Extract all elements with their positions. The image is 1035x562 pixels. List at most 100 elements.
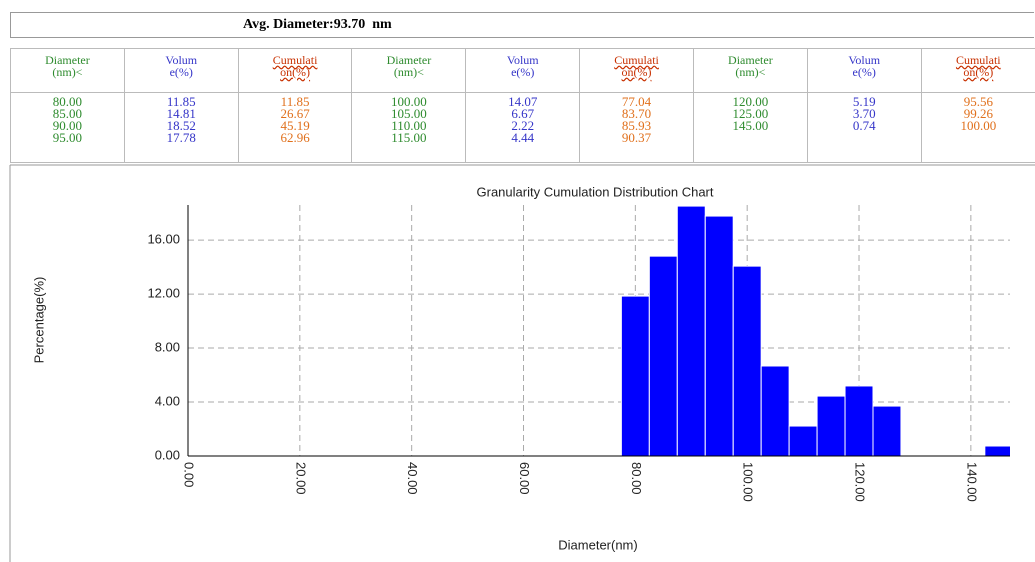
header-cell: Cumulati on(%) xyxy=(237,48,352,93)
header-text: Volum xyxy=(506,53,539,67)
cell-value: 80.00 xyxy=(52,94,83,109)
bar xyxy=(704,215,734,457)
header-text: on(%) xyxy=(963,65,994,79)
header-text: e(%) xyxy=(169,65,193,79)
data-cell: 77.04 83.70 85.93 90.37 xyxy=(579,92,694,163)
bars xyxy=(620,205,1010,457)
cell-value: 85.93 xyxy=(621,118,652,133)
cell-value: 0.74 xyxy=(852,118,876,133)
bar xyxy=(732,265,762,457)
data-cell: 11.85 14.81 18.52 17.78 xyxy=(123,92,239,163)
bar xyxy=(872,405,902,457)
header-text: e(%) xyxy=(511,65,535,79)
cell-value: 26.67 xyxy=(280,106,310,121)
x-tick-label: 100.00 xyxy=(741,462,756,502)
data-cell: 5.19 3.70 0.74 xyxy=(806,92,922,163)
cell-value: 6.67 xyxy=(511,106,535,121)
cell-value: 115.00 xyxy=(391,130,427,145)
header-text: e(%) xyxy=(852,65,876,79)
cell-value: 83.70 xyxy=(621,106,652,121)
cell-value: 99.26 xyxy=(963,106,993,121)
chart-title: Granularity Cumulation Distribution Char… xyxy=(477,184,714,199)
cell-value: 95.56 xyxy=(963,94,993,109)
y-tick-label: 12.00 xyxy=(147,286,180,301)
header-text: on(%) xyxy=(621,65,652,79)
x-axis-label: Diameter(nm) xyxy=(558,537,637,552)
header-text: Cumulati xyxy=(272,53,318,67)
cell-value: 105.00 xyxy=(391,106,427,121)
header-text: (nm)< xyxy=(393,65,424,79)
cell-value: 14.81 xyxy=(166,106,196,121)
bar xyxy=(816,395,846,457)
y-tick-label: 0.00 xyxy=(155,447,180,462)
bar xyxy=(648,255,678,457)
cell-value: 120.00 xyxy=(732,94,769,109)
cell-value: 145.00 xyxy=(732,118,769,133)
bar xyxy=(984,445,1010,457)
data-cell: 14.07 6.67 2.22 4.44 xyxy=(465,92,580,163)
summary-bar: Avg. Diameter:93.70 nm xyxy=(10,12,1034,38)
cell-value: 100.00 xyxy=(960,118,997,133)
data-cell: 100.00 105.00 110.00 115.00 xyxy=(351,92,466,163)
x-tick-label: 40.00 xyxy=(405,462,420,495)
x-tick-label: 60.00 xyxy=(517,462,532,495)
cell-value: 11.85 xyxy=(280,94,310,109)
cell-value: 90.37 xyxy=(621,130,652,145)
x-tick-label: 80.00 xyxy=(629,462,644,495)
header-text: Diameter xyxy=(728,53,773,67)
y-tick-label: 4.00 xyxy=(155,393,180,408)
bar xyxy=(620,295,650,457)
header-text: Cumulati xyxy=(614,53,659,67)
cell-value: 18.52 xyxy=(166,118,196,133)
cell-value: 5.19 xyxy=(852,94,876,109)
cell-value: 14.07 xyxy=(508,94,538,109)
cell-value: 62.96 xyxy=(280,130,310,145)
header-text: on(%) xyxy=(280,65,311,79)
header-text: Volum xyxy=(165,53,198,67)
summary-title: Avg. Diameter:93.70 nm xyxy=(243,17,392,32)
header-cell: Volum e(%) xyxy=(123,48,239,93)
data-cell: 80.00 85.00 90.00 95.00 xyxy=(10,92,125,163)
data-row: 80.00 85.00 90.00 95.00 11.85 14.81 18.52 17.78… xyxy=(10,92,1035,163)
header-text: (nm)< xyxy=(735,65,766,79)
bar xyxy=(676,205,706,457)
x-tick-label: 120.00 xyxy=(853,462,868,502)
cell-value: 125.00 xyxy=(732,106,769,121)
cell-value: 45.19 xyxy=(280,118,310,133)
header-cell: Volum e(%) xyxy=(806,48,922,93)
header-text: Volum xyxy=(848,53,881,67)
cell-value: 17.78 xyxy=(166,130,196,145)
y-axis-label: Percentage(%) xyxy=(31,277,46,364)
result-table: Diameter (nm)< Volum e(%) Cumulati on(%) Diame… xyxy=(10,48,1035,163)
cell-value: 2.22 xyxy=(511,118,535,133)
header-cell: Diameter (nm)< xyxy=(351,48,466,93)
data-cell: 95.56 99.26 100.00 xyxy=(920,92,1035,163)
x-tick-label: 140.00 xyxy=(964,462,979,502)
x-tick-label: 0.00 xyxy=(182,462,197,487)
header-cell: Volum e(%) xyxy=(465,48,580,93)
bar xyxy=(788,425,818,457)
cell-value: 85.00 xyxy=(52,106,83,121)
cell-value: 100.00 xyxy=(391,94,427,109)
bar xyxy=(760,365,790,457)
header-cell: Diameter (nm)< xyxy=(692,48,808,93)
data-cell: 120.00 125.00 145.00 xyxy=(692,92,808,163)
header-text: (nm)< xyxy=(52,65,83,79)
cell-value: 3.70 xyxy=(852,106,876,121)
header-text: Cumulati xyxy=(955,53,1001,67)
header-cell: Cumulati on(%) xyxy=(920,48,1035,93)
cell-value: 95.00 xyxy=(52,130,83,145)
header-text: Diameter xyxy=(386,53,432,67)
cell-value: 11.85 xyxy=(166,94,196,109)
cell-value: 90.00 xyxy=(52,118,83,133)
y-tick-label: 16.00 xyxy=(147,232,180,247)
x-tick-label: 20.00 xyxy=(293,462,308,495)
cell-value: 77.04 xyxy=(621,94,652,109)
header-text: Diameter xyxy=(45,53,90,67)
header-cell: Cumulati on(%) xyxy=(579,48,694,93)
cell-value: 110.00 xyxy=(391,118,427,133)
bar xyxy=(844,385,874,457)
header-cell: Diameter (nm)< xyxy=(10,48,125,93)
